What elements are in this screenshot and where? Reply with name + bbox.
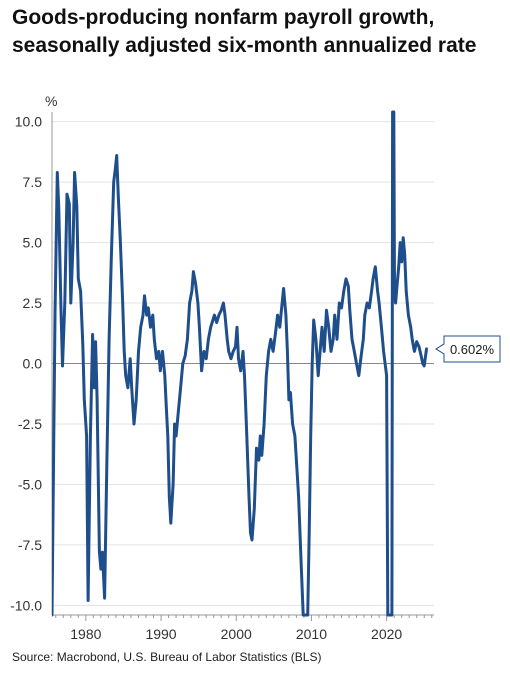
y-axis-label: % (45, 93, 57, 109)
y-tick-label: 0.0 (23, 356, 43, 372)
annotation-layer: 0.602% (435, 335, 501, 363)
annotation-box (435, 335, 501, 363)
series-layer (52, 110, 428, 617)
axes: 10.0 7.5 5.0 2.5 0.0 -2.5 -5.0 -7.5 -10.0% 1980 19… (10, 93, 434, 642)
y-tick-label: -10.0 (10, 597, 42, 613)
series-line (52, 110, 428, 617)
chart-title: Goods-producing nonfarm payroll growth, … (12, 6, 477, 57)
y-tick-label: 5.0 (23, 235, 43, 251)
y-tick-label: -5.0 (18, 476, 42, 492)
line-chart: 10.0 7.5 5.0 2.5 0.0 -2.5 -5.0 -7.5 -10.0% 1980 19… (10, 93, 501, 642)
y-tick-label: 10.0 (15, 114, 42, 130)
annotation-label: 0.602% (450, 342, 495, 357)
x-tick-label: 2000 (221, 626, 252, 642)
gridlines (52, 121, 434, 606)
y-tick-label: 2.5 (23, 295, 43, 311)
x-tick-label: 2010 (296, 626, 327, 642)
source-note: Source: Macrobond, U.S. Bureau of Labor … (12, 650, 322, 664)
x-tick-label: 2020 (371, 626, 402, 642)
x-tick-label: 1990 (145, 626, 176, 642)
y-tick-label: 7.5 (23, 174, 43, 190)
y-tick-label: -2.5 (18, 416, 42, 432)
y-tick-label: -7.5 (18, 537, 42, 553)
x-tick-label: 1980 (70, 626, 101, 642)
